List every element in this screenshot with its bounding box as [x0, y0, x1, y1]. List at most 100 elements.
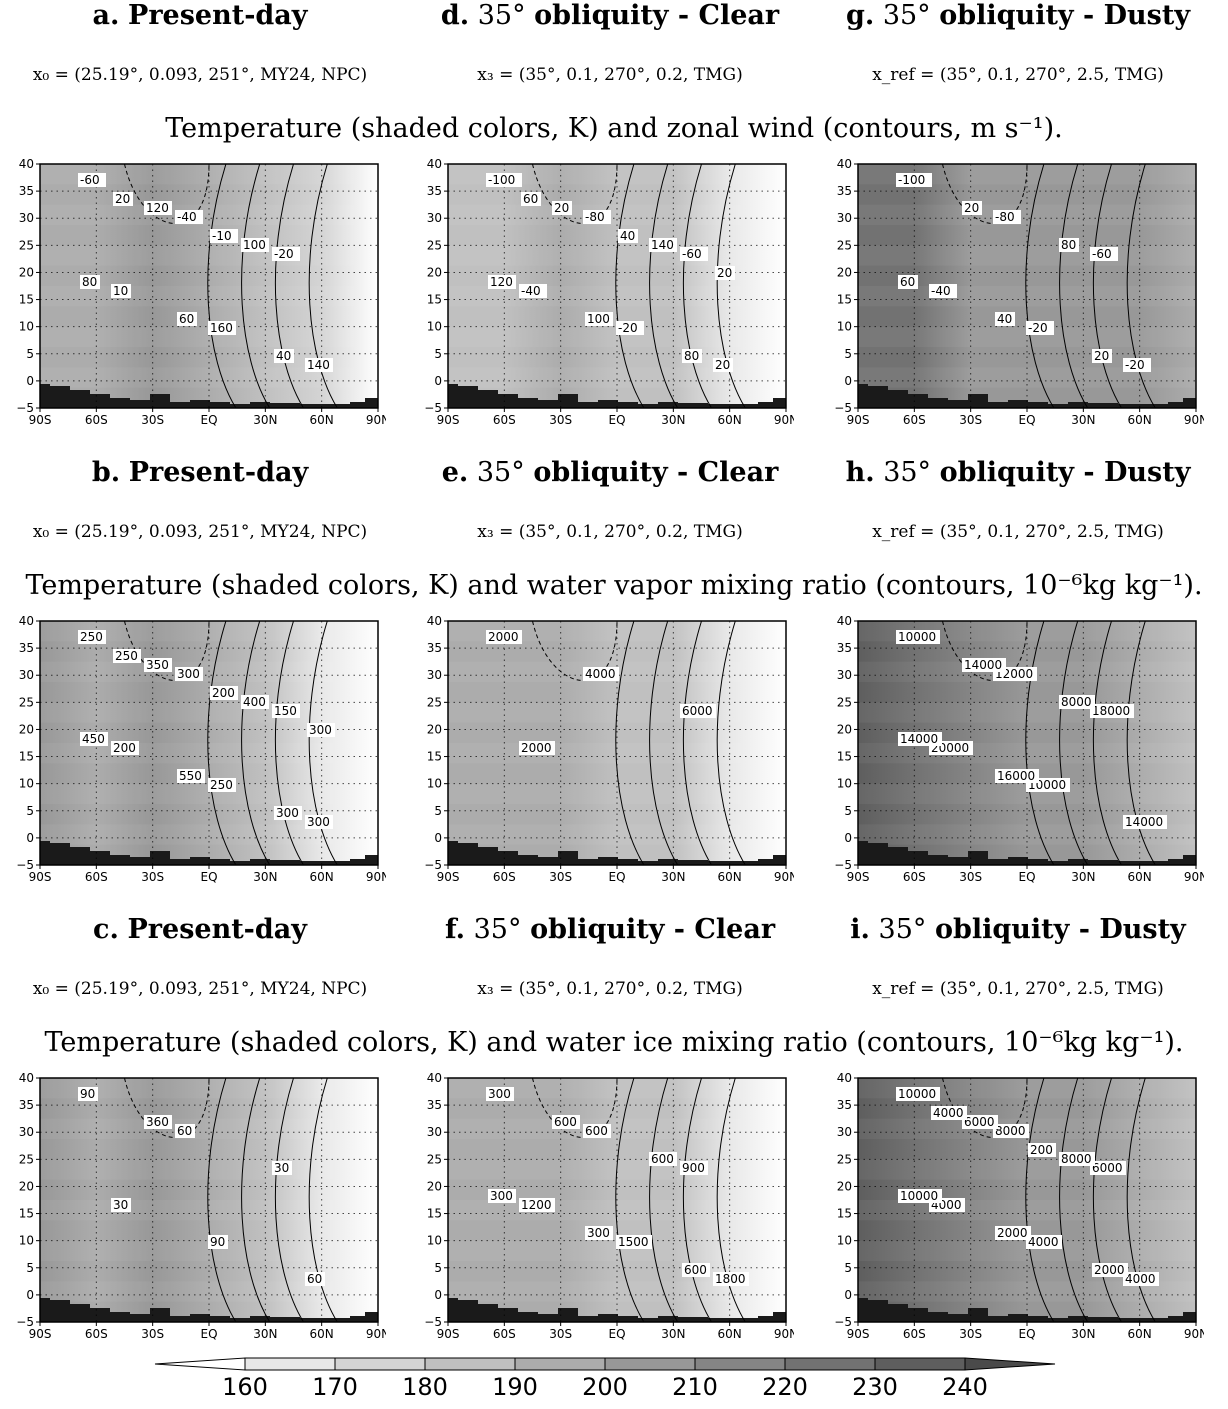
x-tick-label: 60S	[85, 870, 108, 883]
contour-label: 18000	[1090, 704, 1134, 718]
row-description: Temperature (shaded colors, K) and water…	[44, 1027, 1184, 1058]
y-tick-label: 15	[19, 1207, 34, 1221]
contour-label: 600	[649, 1152, 677, 1166]
svg-text:10000: 10000	[900, 1189, 938, 1203]
y-tick-label: 35	[837, 184, 852, 198]
svg-text:40: 40	[997, 312, 1012, 326]
svg-text:20: 20	[1094, 349, 1109, 363]
x-tick-label: 30S	[549, 1327, 572, 1340]
contour-label: -40	[929, 284, 957, 298]
y-tick-label: 25	[427, 238, 442, 252]
panel-parameters: x_ref = (35°, 0.1, 270°, 2.5, TMG)	[872, 522, 1164, 542]
svg-text:10000: 10000	[898, 630, 936, 644]
x-tick-label: 30N	[661, 413, 685, 426]
svg-text:60: 60	[523, 192, 538, 206]
y-tick-label: −5	[16, 401, 34, 415]
colorbar-extend-high	[964, 1357, 1056, 1371]
contour-label: 14000	[1123, 815, 1167, 829]
x-tick-label: 60N	[1128, 870, 1152, 883]
svg-text:200: 200	[1030, 1143, 1053, 1157]
panel-name: 35° obliquity - Dusty	[878, 914, 1186, 945]
svg-text:100: 100	[243, 238, 266, 252]
x-tick-label: 90N	[366, 1327, 386, 1340]
svg-text:2000: 2000	[488, 630, 519, 644]
y-tick-label: 35	[19, 1098, 34, 1112]
svg-text:350: 350	[146, 658, 169, 672]
contour-label: 2000	[486, 630, 522, 644]
x-tick-label: 90S	[437, 870, 460, 883]
svg-text:8000: 8000	[1061, 1152, 1092, 1166]
svg-text:90: 90	[210, 1235, 225, 1249]
x-tick-label: 90N	[366, 413, 386, 426]
panel-name: Present-day	[128, 0, 308, 31]
contour-label: 90	[208, 1235, 228, 1249]
svg-text:40: 40	[620, 229, 635, 243]
panel-title: c. Present-day	[0, 914, 400, 945]
y-tick-label: 40	[427, 615, 442, 628]
colorbar-tick: 230	[852, 1373, 898, 1401]
y-tick-label: 30	[19, 668, 34, 682]
svg-text:1200: 1200	[521, 1198, 552, 1212]
svg-text:6000: 6000	[964, 1115, 995, 1129]
y-tick-label: 5	[434, 804, 442, 818]
contour-label: 4000	[1123, 1272, 1159, 1286]
colorbar-tick: 200	[582, 1373, 628, 1401]
y-tick-label: 30	[427, 211, 442, 225]
svg-text:18000: 18000	[1092, 704, 1130, 718]
svg-text:300: 300	[307, 815, 330, 829]
y-tick-label: 5	[844, 347, 852, 361]
y-tick-label: 0	[434, 831, 442, 845]
panel-letter: a.	[92, 0, 120, 31]
svg-text:2000: 2000	[521, 741, 552, 755]
topography	[858, 841, 1196, 865]
y-tick-label: 0	[26, 831, 34, 845]
contour-plot-d: -100-80-60-40-20202014012010080604020403…	[424, 158, 794, 426]
y-tick-label: 20	[19, 722, 34, 736]
x-tick-label: 30N	[1071, 413, 1095, 426]
y-tick-label: 40	[427, 158, 442, 171]
x-tick-label: EQ	[200, 870, 217, 883]
contour-label: 6000	[962, 1115, 998, 1129]
svg-text:14000: 14000	[964, 658, 1002, 672]
panel-parameters: x₀ = (25.19°, 0.093, 251°, MY24, NPC)	[32, 979, 368, 999]
svg-text:20: 20	[115, 192, 130, 206]
x-tick-label: 30N	[661, 1327, 685, 1340]
y-tick-label: 0	[844, 1288, 852, 1302]
svg-text:300: 300	[177, 667, 200, 681]
svg-text:20: 20	[964, 201, 979, 215]
y-tick-label: 35	[837, 641, 852, 655]
svg-text:250: 250	[210, 778, 233, 792]
svg-text:-60: -60	[1092, 247, 1112, 261]
x-tick-label: 30S	[959, 413, 982, 426]
x-tick-label: 90S	[29, 413, 52, 426]
svg-text:600: 600	[684, 1263, 707, 1277]
y-tick-label: 40	[427, 1072, 442, 1085]
x-tick-label: 60S	[903, 413, 926, 426]
y-tick-label: 15	[427, 1207, 442, 1221]
x-tick-label: EQ	[1018, 1327, 1035, 1340]
panel-title: f. 35° obliquity - Clear	[410, 914, 810, 945]
svg-text:10000: 10000	[898, 1087, 936, 1101]
contour-label: 60	[521, 192, 541, 206]
y-tick-label: 10	[837, 1234, 852, 1248]
contour-label: 100	[241, 238, 269, 252]
colorbar-tick: 240	[942, 1373, 988, 1401]
svg-text:60: 60	[179, 312, 194, 326]
contour-label: 300	[307, 723, 335, 737]
svg-text:80: 80	[684, 349, 699, 363]
contour-label: 14000	[898, 732, 942, 746]
svg-text:600: 600	[585, 1124, 608, 1138]
y-tick-label: 30	[837, 1125, 852, 1139]
y-tick-label: 20	[837, 1179, 852, 1193]
y-tick-label: 10	[837, 320, 852, 334]
svg-text:4000: 4000	[585, 667, 616, 681]
y-tick-label: 5	[26, 347, 34, 361]
contour-label: 60	[898, 275, 918, 289]
y-tick-label: −5	[424, 1315, 442, 1329]
svg-text:80: 80	[1061, 238, 1076, 252]
y-tick-label: 10	[19, 320, 34, 334]
colorbar-segment	[514, 1357, 606, 1371]
contour-label: 20	[113, 192, 133, 206]
contour-label: 600	[682, 1263, 710, 1277]
y-tick-label: −5	[834, 858, 852, 872]
